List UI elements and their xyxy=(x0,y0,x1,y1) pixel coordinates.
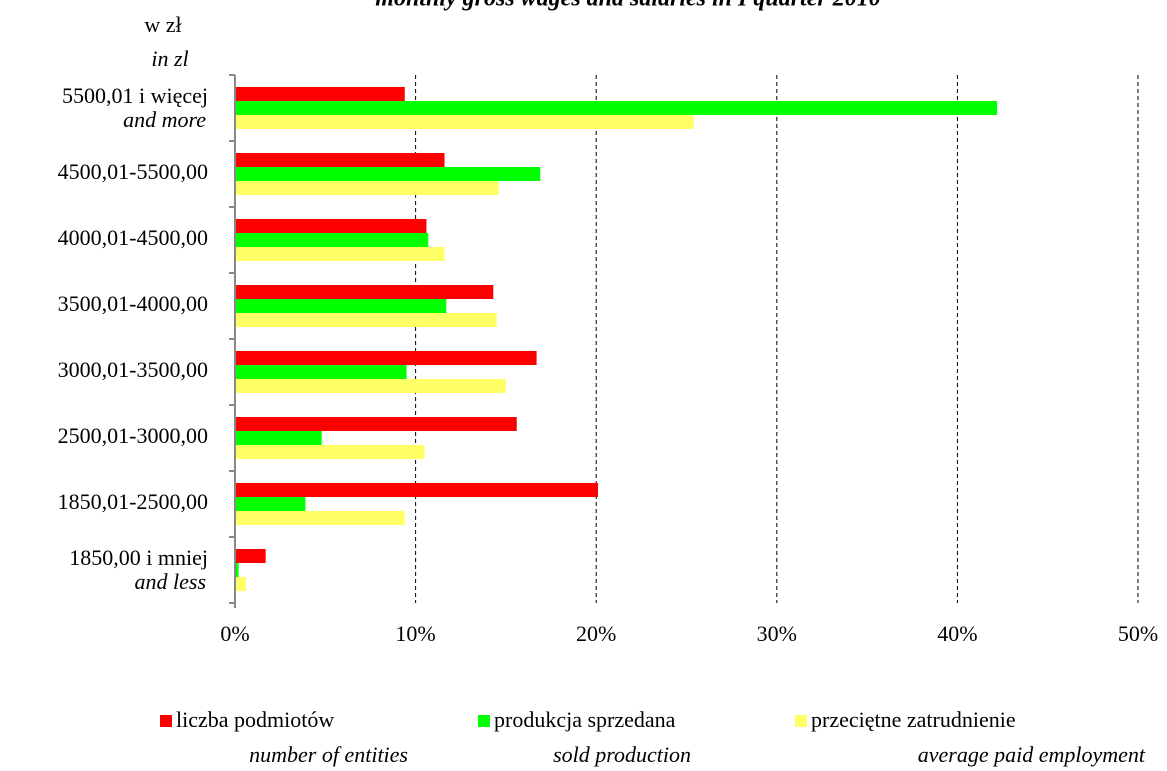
x-tick-label: 10% xyxy=(395,621,435,646)
y-axis-label-en: in zl xyxy=(151,46,188,71)
y-tick-label: 1850,01-2500,00 xyxy=(58,489,208,514)
legend-label-en: sold production xyxy=(553,742,691,767)
y-axis-label: w zł xyxy=(144,12,181,37)
bar xyxy=(235,511,405,525)
bar xyxy=(235,497,306,511)
bar xyxy=(235,181,499,195)
bar xyxy=(235,431,322,445)
bar xyxy=(235,379,506,393)
legend-swatch xyxy=(795,715,807,727)
legend-label: liczba podmiotów xyxy=(176,707,334,732)
bar xyxy=(235,417,517,431)
x-tick-label: 30% xyxy=(757,621,797,646)
bar xyxy=(235,247,445,261)
bar xyxy=(235,167,541,181)
x-tick-label: 40% xyxy=(937,621,977,646)
bar xyxy=(235,299,447,313)
legend-label: przeciętne zatrudnienie xyxy=(811,707,1016,732)
x-tick-label: 50% xyxy=(1118,621,1158,646)
bar xyxy=(235,87,405,101)
bar xyxy=(235,313,497,327)
legend-swatch xyxy=(160,715,172,727)
bar xyxy=(235,233,429,247)
y-tick-note: and more xyxy=(123,107,206,132)
y-tick-label: 4000,01-4500,00 xyxy=(58,225,208,250)
bar xyxy=(235,549,266,563)
bar xyxy=(235,285,494,299)
bar xyxy=(235,365,407,379)
bar xyxy=(235,577,246,591)
y-tick-label: 5500,01 i więcej xyxy=(62,83,208,108)
bar xyxy=(235,563,239,577)
bar xyxy=(235,219,427,233)
y-tick-label: 4500,01-5500,00 xyxy=(58,159,208,184)
legend-label: produkcja sprzedana xyxy=(494,707,676,732)
bar xyxy=(235,483,599,497)
bar xyxy=(235,153,445,167)
x-tick-label: 0% xyxy=(220,621,249,646)
y-tick-label: 1850,00 i mniej xyxy=(69,545,208,570)
x-tick-label: 20% xyxy=(576,621,616,646)
bar xyxy=(235,351,537,365)
y-tick-label: 3000,01-3500,00 xyxy=(58,357,208,382)
chart-title: monthly gross wages and salaries in I qu… xyxy=(375,0,880,12)
legend-swatch xyxy=(478,715,490,727)
bar xyxy=(235,115,694,129)
legend-label-en: number of entities xyxy=(249,742,408,767)
y-tick-label: 3500,01-4000,00 xyxy=(58,291,208,316)
bar xyxy=(235,445,425,459)
bar xyxy=(235,101,998,115)
y-tick-note: and less xyxy=(135,569,207,594)
y-tick-label: 2500,01-3000,00 xyxy=(58,423,208,448)
legend-label-en: average paid employment xyxy=(918,742,1146,767)
